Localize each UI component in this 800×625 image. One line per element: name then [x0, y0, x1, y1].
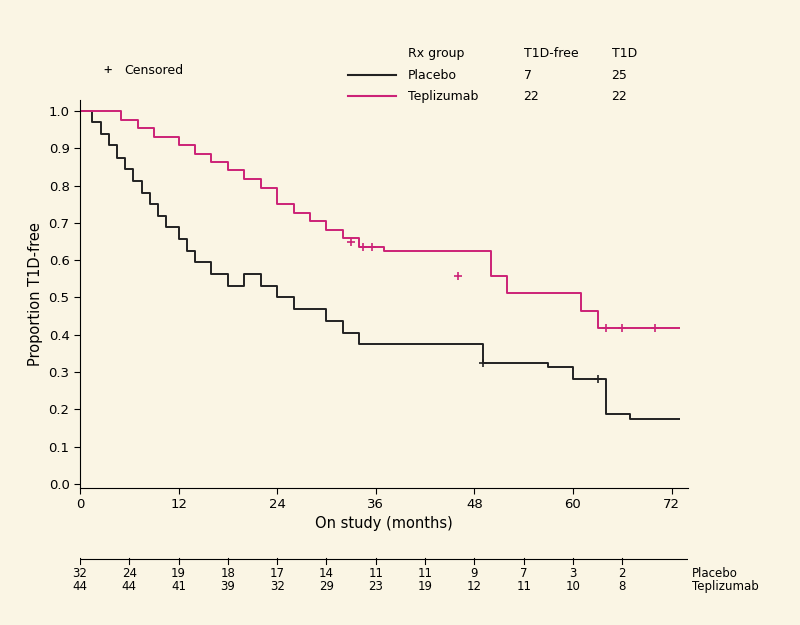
Text: 18: 18: [221, 568, 235, 580]
Text: 39: 39: [221, 580, 235, 592]
Text: 14: 14: [319, 568, 334, 580]
X-axis label: On study (months): On study (months): [315, 516, 453, 531]
Text: 44: 44: [122, 580, 137, 592]
Text: 41: 41: [171, 580, 186, 592]
Text: 17: 17: [270, 568, 285, 580]
Text: 10: 10: [566, 580, 581, 592]
Text: 22: 22: [611, 89, 627, 102]
Y-axis label: Proportion T1D-free: Proportion T1D-free: [28, 222, 43, 366]
Text: 29: 29: [319, 580, 334, 592]
Text: 11: 11: [368, 568, 383, 580]
Text: 9: 9: [470, 568, 478, 580]
Text: 19: 19: [171, 568, 186, 580]
Text: 8: 8: [618, 580, 626, 592]
Text: 22: 22: [523, 89, 539, 102]
Text: Rx group: Rx group: [407, 47, 464, 59]
Text: 7: 7: [523, 69, 531, 82]
Text: +: +: [104, 63, 112, 78]
Text: 25: 25: [611, 69, 627, 82]
Text: Placebo: Placebo: [692, 568, 738, 580]
Text: 11: 11: [418, 568, 433, 580]
Text: 32: 32: [73, 568, 87, 580]
Text: Censored: Censored: [124, 64, 183, 77]
Text: 3: 3: [570, 568, 577, 580]
Text: Teplizumab: Teplizumab: [407, 89, 478, 102]
Text: T1D: T1D: [611, 47, 637, 59]
Text: Teplizumab: Teplizumab: [692, 580, 759, 592]
Text: 44: 44: [73, 580, 87, 592]
Text: T1D-free: T1D-free: [523, 47, 578, 59]
Text: 24: 24: [122, 568, 137, 580]
Text: 7: 7: [520, 568, 527, 580]
Text: 32: 32: [270, 580, 285, 592]
Text: Placebo: Placebo: [407, 69, 457, 82]
Text: 2: 2: [618, 568, 626, 580]
Text: 12: 12: [467, 580, 482, 592]
Text: 11: 11: [516, 580, 531, 592]
Text: 19: 19: [418, 580, 433, 592]
Text: 23: 23: [368, 580, 383, 592]
